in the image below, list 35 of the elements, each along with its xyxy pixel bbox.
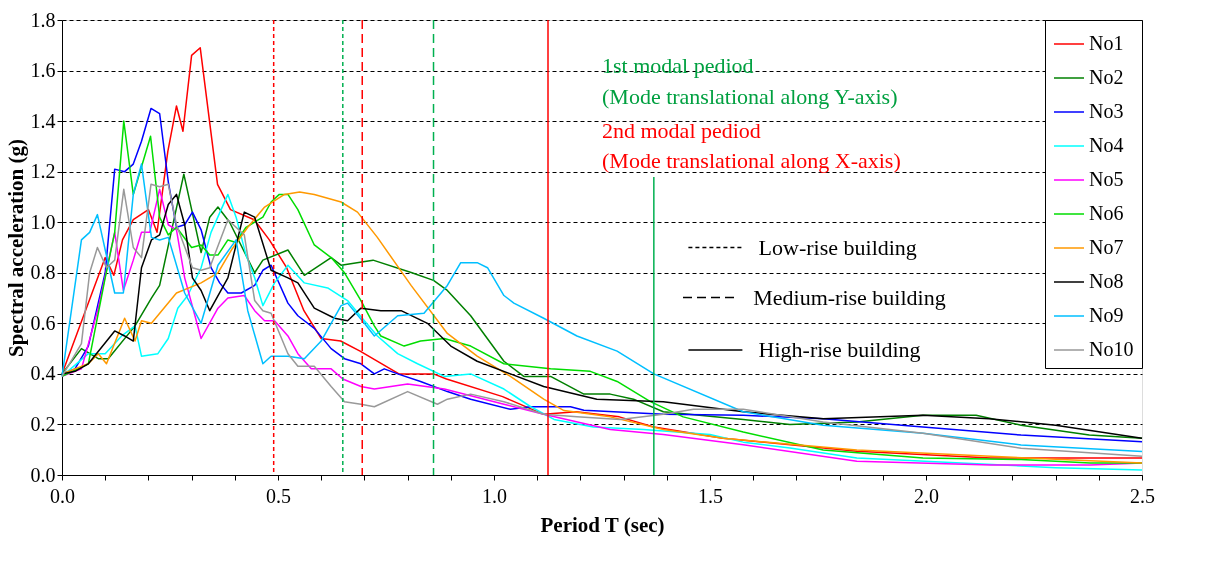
x-tick-label: 2.0 [914,484,939,507]
annotation: High-rise building [758,336,921,362]
legend-label: No7 [1089,236,1124,258]
x-tick-label: 0.5 [266,484,291,507]
annotation: 1st modal pediod [602,52,754,78]
x-tick-label: 1.5 [698,484,723,507]
legend-label: No5 [1089,168,1124,190]
y-tick-label: 0.8 [30,261,56,284]
y-tick-label: 0.0 [30,463,56,486]
legend-label: No4 [1089,134,1124,156]
legend-label: No6 [1089,202,1124,224]
annotation: (Mode translational along X-axis) [602,148,901,174]
y-axis-title: Spectral acceleration (g) [3,138,28,358]
x-tick-label: 1.0 [482,484,507,507]
y-tick-label: 0.6 [30,311,56,334]
y-tick-label: 1.8 [30,8,56,31]
y-tick-label: 1.6 [30,59,56,82]
x-axis-title: Period T (sec) [540,512,665,537]
x-tick-label: 0.0 [50,484,75,507]
legend-label: No3 [1089,100,1124,122]
annotation: Medium-rise building [753,284,946,310]
legend-label: No9 [1089,304,1124,326]
annotation: 2nd modal pediod [602,118,761,144]
y-tick-label: 1.4 [30,109,56,132]
x-tick-label: 2.5 [1130,484,1155,507]
y-tick-label: 0.2 [30,412,56,435]
legend-label: No1 [1089,32,1124,54]
y-tick-label: 0.4 [30,362,56,385]
y-tick-label: 1.2 [30,160,56,183]
annotation: (Mode translational along Y-axis) [602,84,898,110]
y-tick-label: 1.0 [30,210,56,233]
legend-label: No2 [1089,66,1124,88]
annotation: Low-rise building [758,234,917,260]
legend-label: No8 [1089,270,1124,292]
legend-label: No10 [1089,338,1134,360]
